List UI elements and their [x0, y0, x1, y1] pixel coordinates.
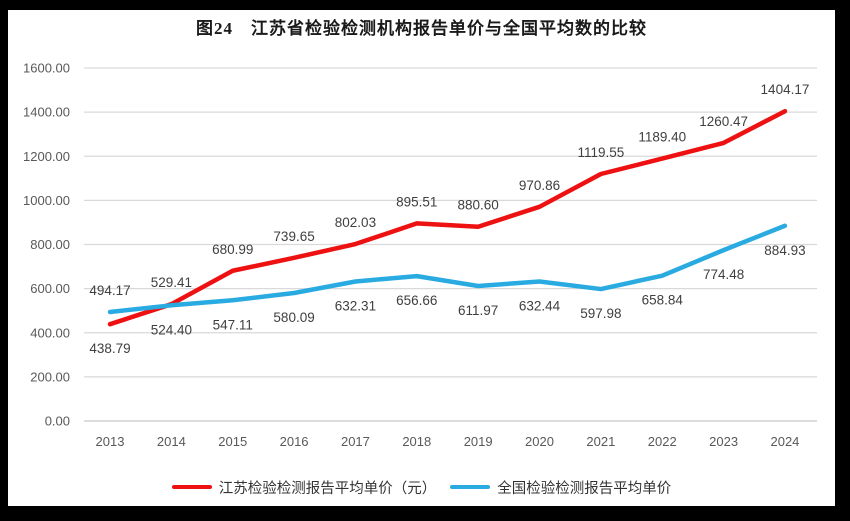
y-tick-label: 400.00 — [30, 325, 70, 340]
x-tick-label: 2022 — [648, 434, 677, 449]
legend-label-jiangsu: 江苏检验检测报告平均单价（元） — [218, 480, 437, 497]
x-tick-label: 2017 — [341, 434, 370, 449]
data-label: 680.99 — [212, 242, 253, 257]
data-label: 880.60 — [458, 198, 499, 213]
data-label: 1119.55 — [577, 145, 624, 160]
y-tick-label: 1000.00 — [23, 193, 70, 208]
y-tick-label: 600.00 — [30, 281, 70, 296]
legend-item-jiangsu: 江苏检验检测报告平均单价（元） — [171, 477, 437, 498]
data-label: 438.79 — [89, 341, 130, 356]
data-label: 524.40 — [151, 322, 192, 337]
x-tick-label: 2018 — [402, 434, 431, 449]
x-tick-label: 2024 — [770, 434, 799, 449]
data-label: 1260.47 — [699, 114, 748, 129]
legend-label-national: 全国检验检测报告平均单价 — [497, 480, 672, 497]
x-tick-label: 2013 — [96, 434, 125, 449]
data-label: 774.48 — [703, 267, 744, 282]
legend-item-national: 全国检验检测报告平均单价 — [450, 477, 671, 498]
y-tick-label: 1200.00 — [23, 149, 70, 164]
data-label: 632.31 — [335, 298, 376, 313]
chart-canvas: 图24 江苏省检验检测机构报告单价与全国平均数的比较 0.00 200.00 400… — [8, 10, 835, 506]
x-tick-label: 2016 — [280, 434, 309, 449]
data-label: 597.98 — [580, 306, 621, 321]
legend: 江苏检验检测报告平均单价（元） 全国检验检测报告平均单价 — [8, 476, 835, 498]
y-tick-label: 800.00 — [30, 237, 70, 252]
data-label: 895.51 — [396, 194, 437, 209]
data-label: 1189.40 — [638, 130, 686, 145]
data-label: 802.03 — [335, 215, 376, 230]
line-chart: 0.00 200.00 400.00 600.00 800.00 1000.00 1200.… — [23, 61, 817, 449]
data-label: 884.93 — [764, 243, 805, 258]
data-label: 494.17 — [89, 283, 130, 298]
data-label: 970.86 — [519, 178, 560, 193]
x-tick-label: 2021 — [586, 434, 615, 449]
data-label: 1404.17 — [761, 82, 810, 97]
y-tick-label: 1600.00 — [23, 61, 70, 76]
y-tick-label: 1400.00 — [23, 105, 70, 120]
x-tick-label: 2023 — [709, 434, 738, 449]
x-tick-label: 2020 — [525, 434, 554, 449]
x-tick-label: 2019 — [464, 434, 493, 449]
data-label: 580.09 — [273, 310, 314, 325]
data-label: 739.65 — [273, 229, 314, 244]
data-label: 658.84 — [642, 293, 684, 308]
x-tick-label: 2014 — [157, 434, 186, 449]
series-line — [107, 223, 788, 315]
data-label: 529.41 — [151, 275, 192, 290]
y-tick-label: 200.00 — [30, 369, 70, 384]
x-tick-label: 2015 — [218, 434, 247, 449]
legend-line-swatch-jiangsu — [171, 484, 212, 490]
data-label: 656.66 — [396, 293, 437, 308]
y-tick-label: 0.00 — [45, 414, 70, 429]
chart-title: 图24 江苏省检验检测机构报告单价与全国平均数的比较 — [196, 19, 647, 38]
data-label: 611.97 — [458, 303, 498, 318]
series-line — [107, 108, 788, 327]
legend-line-swatch-national — [450, 484, 491, 490]
data-label: 547.11 — [213, 317, 253, 332]
data-label: 632.44 — [519, 298, 561, 313]
